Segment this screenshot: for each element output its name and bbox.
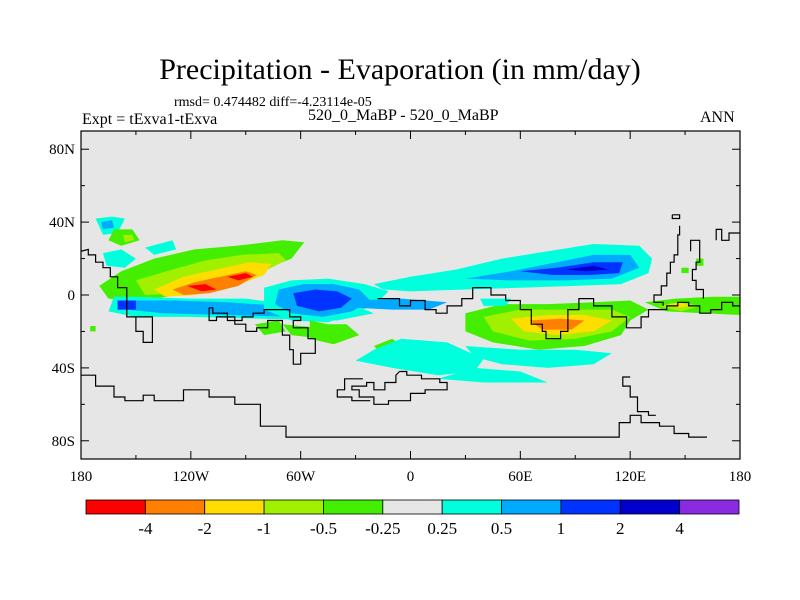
colorbar-swatch — [679, 499, 740, 515]
coastline-segment — [689, 239, 705, 299]
contour-region — [254, 320, 286, 336]
contour-region — [293, 289, 352, 312]
x-tick-label: 180 — [70, 469, 93, 485]
contour-region — [355, 298, 448, 310]
contour-region — [355, 338, 484, 376]
case-label: 520_0_MaBP - 520_0_MaBP — [308, 107, 499, 124]
coastline-segment — [377, 287, 740, 340]
colorbar: -4 -2 -1 -0.5 -0.25 0.25 0.5 1 2 4 — [85, 499, 740, 538]
colorbar-label: 0.25 — [427, 519, 457, 538]
contour-region — [187, 284, 217, 292]
coastline-segment — [351, 370, 448, 405]
colorbar-swatch — [263, 499, 324, 515]
colorbar-label: -1 — [257, 519, 271, 538]
contour-fields — [90, 216, 740, 383]
season-label: ANN — [700, 109, 735, 126]
coastline-segment — [336, 378, 371, 402]
coastline-segment — [208, 307, 316, 365]
colorbar-label: -4 — [138, 519, 153, 538]
colorbar-swatch — [560, 499, 621, 515]
contour-region — [145, 240, 177, 255]
contour-region — [227, 273, 254, 281]
plot-title: Precipitation - Evaporation (in mm/day) — [159, 53, 641, 86]
colorbar-swatch — [85, 499, 146, 515]
colorbar-swatch — [501, 499, 562, 515]
colorbar-swatch — [204, 499, 265, 515]
coastline-segment — [81, 248, 153, 343]
coastline-segment — [671, 214, 681, 220]
contour-region — [438, 367, 548, 383]
colorbar-swatch — [619, 499, 681, 515]
colorbar-label: -2 — [198, 519, 212, 538]
y-tick-label: 80N — [49, 142, 75, 158]
coastline-segment — [81, 374, 707, 438]
y-tick-label: 40N — [49, 215, 75, 231]
x-tick-label: 120W — [172, 469, 210, 485]
contour-region — [520, 262, 623, 275]
colorbar-swatch — [144, 499, 206, 515]
x-tick-label: 60E — [508, 469, 532, 485]
contour-region — [123, 234, 135, 243]
contour-region — [566, 265, 609, 272]
coastlines — [81, 214, 740, 438]
x-tick-label: 60W — [286, 469, 316, 485]
y-tick-label: 80S — [52, 434, 75, 450]
colorbar-label: 0.5 — [491, 519, 512, 538]
coastline-segment — [653, 225, 681, 306]
y-tick-label: 0 — [68, 288, 76, 304]
contour-region — [480, 298, 512, 306]
coastline-segment — [622, 376, 656, 416]
x-tick-label: 0 — [407, 469, 415, 485]
colorbar-label: -0.25 — [365, 519, 400, 538]
x-tick-label: 180 — [729, 469, 752, 485]
x-tick-label: 120E — [614, 469, 646, 485]
colorbar-label: 4 — [675, 519, 684, 538]
contour-region — [103, 249, 136, 268]
colorbar-label: 2 — [616, 519, 625, 538]
coastline-segment — [715, 228, 740, 241]
stats-text: rmsd= 0.474482 diff=-4.23114e-05 — [174, 95, 372, 110]
colorbar-label: -0.5 — [310, 519, 337, 538]
colorbar-swatch — [382, 499, 443, 515]
contour-region — [101, 220, 114, 230]
contour-region — [681, 267, 689, 274]
axis-ticks: 180 120W 60W 0 60E 120E 180 80N 40N 0 40S 80S — [49, 131, 751, 485]
contour-region — [465, 346, 612, 368]
contour-region — [90, 326, 96, 332]
contour-region — [529, 318, 585, 330]
colorbar-swatch — [323, 499, 384, 515]
colorbar-swatch — [441, 499, 502, 515]
experiment-label: Expt = tExva1-tExva — [82, 111, 218, 128]
colorbar-label: 1 — [557, 519, 566, 538]
y-tick-label: 40S — [52, 361, 75, 377]
